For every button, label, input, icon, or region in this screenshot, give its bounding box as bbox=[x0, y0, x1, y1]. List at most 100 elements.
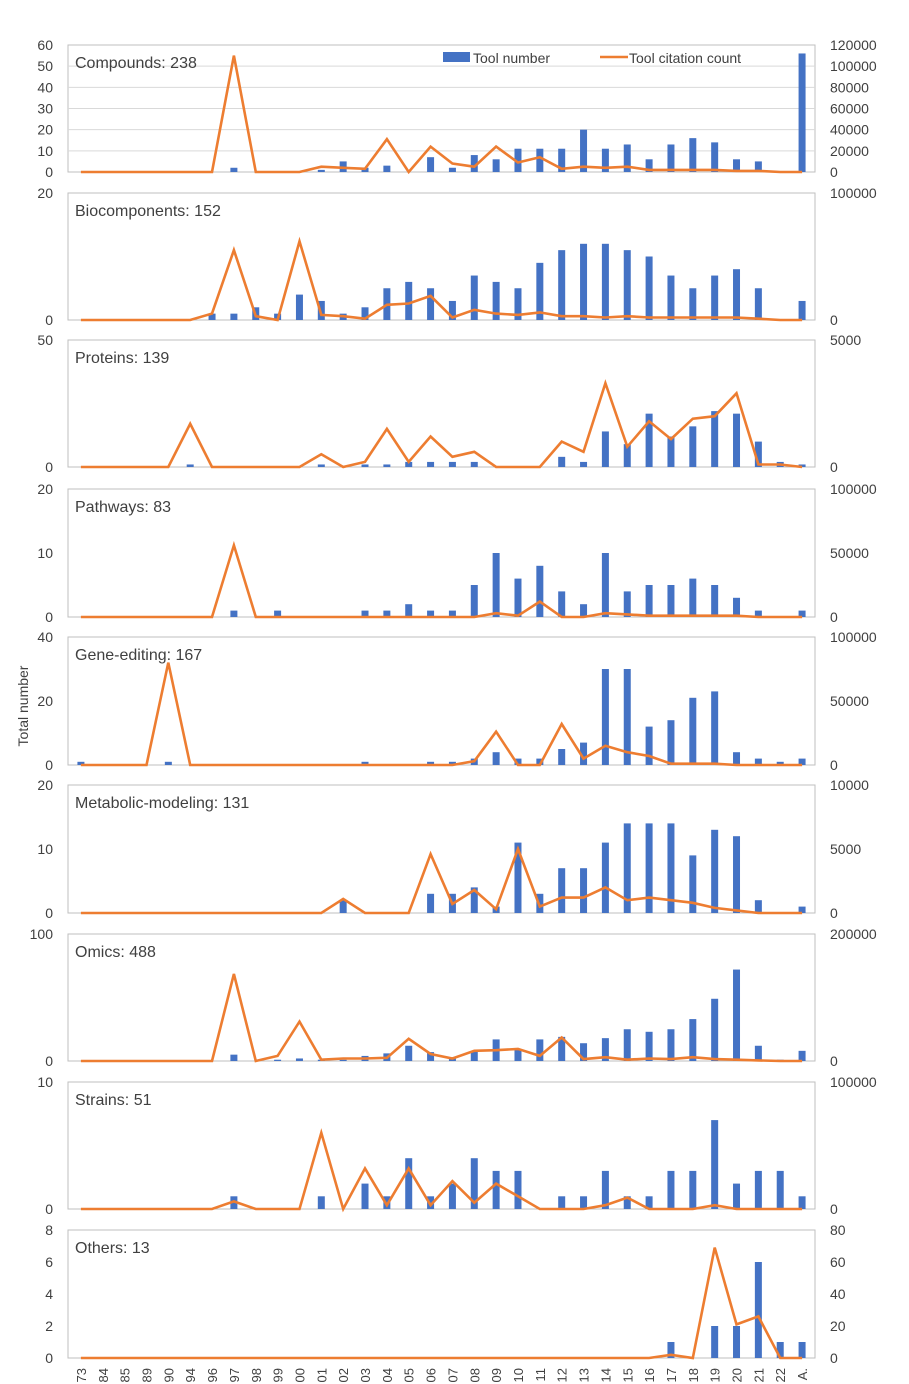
right-tick-label: 0 bbox=[830, 1053, 838, 1069]
right-tick-label: 100000 bbox=[830, 185, 877, 201]
left-tick-label: 0 bbox=[45, 1350, 53, 1366]
bar-18 bbox=[689, 288, 697, 320]
x-tick-label: 07 bbox=[445, 1368, 460, 1382]
citation-line bbox=[80, 379, 803, 469]
panel-4: 20 10 0 100000 50000 0 Pathways: 83 bbox=[37, 481, 877, 625]
bar-17 bbox=[667, 823, 675, 913]
bar-08 bbox=[470, 275, 478, 320]
bar-18 bbox=[689, 697, 697, 765]
bar-04 bbox=[383, 464, 391, 467]
bar-20 bbox=[733, 836, 741, 913]
bar-05 bbox=[405, 1158, 413, 1209]
left-tick-label: 20 bbox=[37, 185, 53, 201]
bar-16 bbox=[645, 823, 653, 913]
citation-line bbox=[80, 1247, 803, 1360]
panel-frame bbox=[67, 1081, 816, 1210]
right-tick-label: 40000 bbox=[830, 122, 869, 138]
bar-14 bbox=[601, 1170, 609, 1209]
bar-A. bbox=[798, 906, 806, 913]
bar-20 bbox=[733, 597, 741, 617]
panel-title: Others: 13 bbox=[75, 1240, 150, 1257]
bar-06 bbox=[427, 461, 435, 467]
x-tick-label: 84 bbox=[96, 1368, 111, 1382]
panel-title: Gene-editing: 167 bbox=[75, 647, 202, 664]
panel-frame bbox=[67, 784, 816, 914]
x-tick-label: 10 bbox=[511, 1368, 526, 1382]
bar-14 bbox=[601, 669, 609, 765]
bar-16 bbox=[645, 413, 653, 467]
bar-11 bbox=[536, 1039, 544, 1061]
left-tick-label: 0 bbox=[45, 1201, 53, 1217]
bar-17 bbox=[667, 275, 675, 320]
panel-frame bbox=[67, 1229, 816, 1359]
right-tick-label: 50000 bbox=[830, 545, 869, 561]
panel-frame bbox=[67, 339, 816, 468]
left-tick-label: 0 bbox=[45, 905, 53, 921]
bar-13 bbox=[580, 604, 588, 617]
y-axis-label: Total number bbox=[15, 665, 31, 746]
bar-20 bbox=[733, 413, 741, 467]
left-tick-label: 20 bbox=[37, 481, 53, 497]
bar-02 bbox=[339, 900, 347, 913]
right-tick-label: 80000 bbox=[830, 79, 869, 95]
bar-97 bbox=[230, 1054, 238, 1061]
right-tick-label: 200000 bbox=[830, 926, 877, 942]
left-tick-label: 100 bbox=[30, 926, 54, 942]
bar-16 bbox=[645, 585, 653, 617]
bar-21 bbox=[754, 161, 762, 172]
left-tick-label: 0 bbox=[45, 459, 53, 475]
x-tick-label: 05 bbox=[402, 1368, 417, 1382]
x-axis: 73 84 85 89 90 94 96 97 98 99 00 01 02 03 04 05 06 07 08 09… bbox=[74, 1368, 810, 1382]
bar-97 bbox=[230, 610, 238, 617]
bar-20 bbox=[733, 1326, 741, 1358]
left-tick-label: 50 bbox=[37, 332, 53, 348]
bar-11 bbox=[536, 262, 544, 320]
bar-14 bbox=[601, 1038, 609, 1061]
x-tick-label: 06 bbox=[424, 1368, 439, 1382]
bar-19 bbox=[711, 275, 719, 320]
bar-12 bbox=[558, 868, 566, 913]
bar-06 bbox=[427, 893, 435, 913]
bar-10 bbox=[514, 288, 522, 320]
right-tick-label: 50000 bbox=[830, 693, 869, 709]
panel-title: Metabolic-modeling: 131 bbox=[75, 795, 249, 812]
bar-00 bbox=[295, 294, 303, 320]
bar-03 bbox=[361, 307, 369, 320]
bar-A. bbox=[798, 610, 806, 617]
x-tick-label: 73 bbox=[74, 1368, 89, 1382]
right-tick-label: 40 bbox=[830, 1286, 846, 1302]
right-tick-label: 0 bbox=[830, 905, 838, 921]
right-tick-label: 5000 bbox=[830, 332, 861, 348]
bar-19 bbox=[711, 1326, 719, 1358]
bar-A. bbox=[798, 1050, 806, 1061]
bar-19 bbox=[711, 411, 719, 467]
left-tick-label: 0 bbox=[45, 164, 53, 180]
bar-17 bbox=[667, 585, 675, 617]
right-tick-label: 100000 bbox=[830, 629, 877, 645]
left-tick-label: 50 bbox=[37, 58, 53, 74]
bar-21 bbox=[754, 1262, 762, 1358]
bar-90 bbox=[164, 761, 172, 765]
bar-03 bbox=[361, 610, 369, 617]
bar-17 bbox=[667, 720, 675, 765]
left-tick-label: 0 bbox=[45, 312, 53, 328]
bar-12 bbox=[558, 250, 566, 320]
bar-15 bbox=[623, 444, 631, 467]
right-tick-label: 0 bbox=[830, 164, 838, 180]
bar-A. bbox=[798, 758, 806, 765]
panel-6: 20 10 0 10000 5000 0 Metabolic-modeling: 131 bbox=[37, 777, 869, 921]
bar-14 bbox=[601, 553, 609, 617]
left-tick-label: 0 bbox=[45, 609, 53, 625]
left-tick-label: 40 bbox=[37, 79, 53, 95]
bar-17 bbox=[667, 144, 675, 172]
left-tick-label: 0 bbox=[45, 1053, 53, 1069]
bar-15 bbox=[623, 591, 631, 617]
legend-label-tool-number: Tool number bbox=[473, 50, 550, 66]
bar-15 bbox=[623, 1029, 631, 1061]
bar-16 bbox=[645, 159, 653, 172]
bar-09 bbox=[492, 553, 500, 617]
bar-94 bbox=[186, 464, 194, 467]
bar-20 bbox=[733, 159, 741, 172]
bar-21 bbox=[754, 610, 762, 617]
bar-21 bbox=[754, 758, 762, 765]
